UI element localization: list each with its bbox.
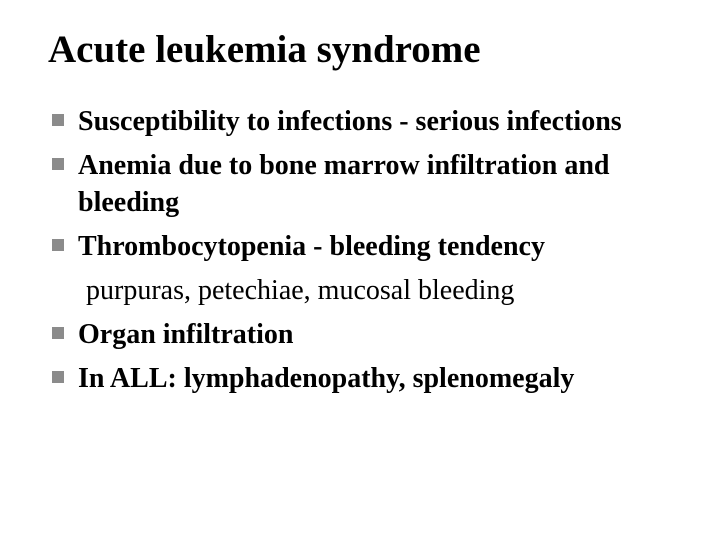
- list-item: Anemia due to bone marrow infiltration a…: [48, 147, 672, 223]
- list-item-text: Susceptibility to infections - serious i…: [78, 103, 622, 141]
- list-item-text: In ALL: lymphadenopathy, splenomegaly: [78, 360, 574, 398]
- square-bullet-icon: [52, 371, 64, 383]
- list-item-text: Anemia due to bone marrow infiltration a…: [78, 147, 672, 223]
- list-item: In ALL: lymphadenopathy, splenomegaly: [48, 360, 672, 398]
- bullet-list: Susceptibility to infections - serious i…: [48, 103, 672, 266]
- sub-line-text: purpuras, petechiae, mucosal bleeding: [86, 272, 672, 310]
- square-bullet-icon: [52, 158, 64, 170]
- list-item-text: Organ infiltration: [78, 316, 293, 354]
- slide-title: Acute leukemia syndrome: [48, 28, 672, 73]
- list-item-text: Thrombocytopenia - bleeding tendency: [78, 228, 545, 266]
- list-item: Susceptibility to infections - serious i…: [48, 103, 672, 141]
- square-bullet-icon: [52, 327, 64, 339]
- square-bullet-icon: [52, 114, 64, 126]
- list-item: Organ infiltration: [48, 316, 672, 354]
- list-item: Thrombocytopenia - bleeding tendency: [48, 228, 672, 266]
- bullet-list-2: Organ infiltration In ALL: lymphadenopat…: [48, 316, 672, 398]
- square-bullet-icon: [52, 239, 64, 251]
